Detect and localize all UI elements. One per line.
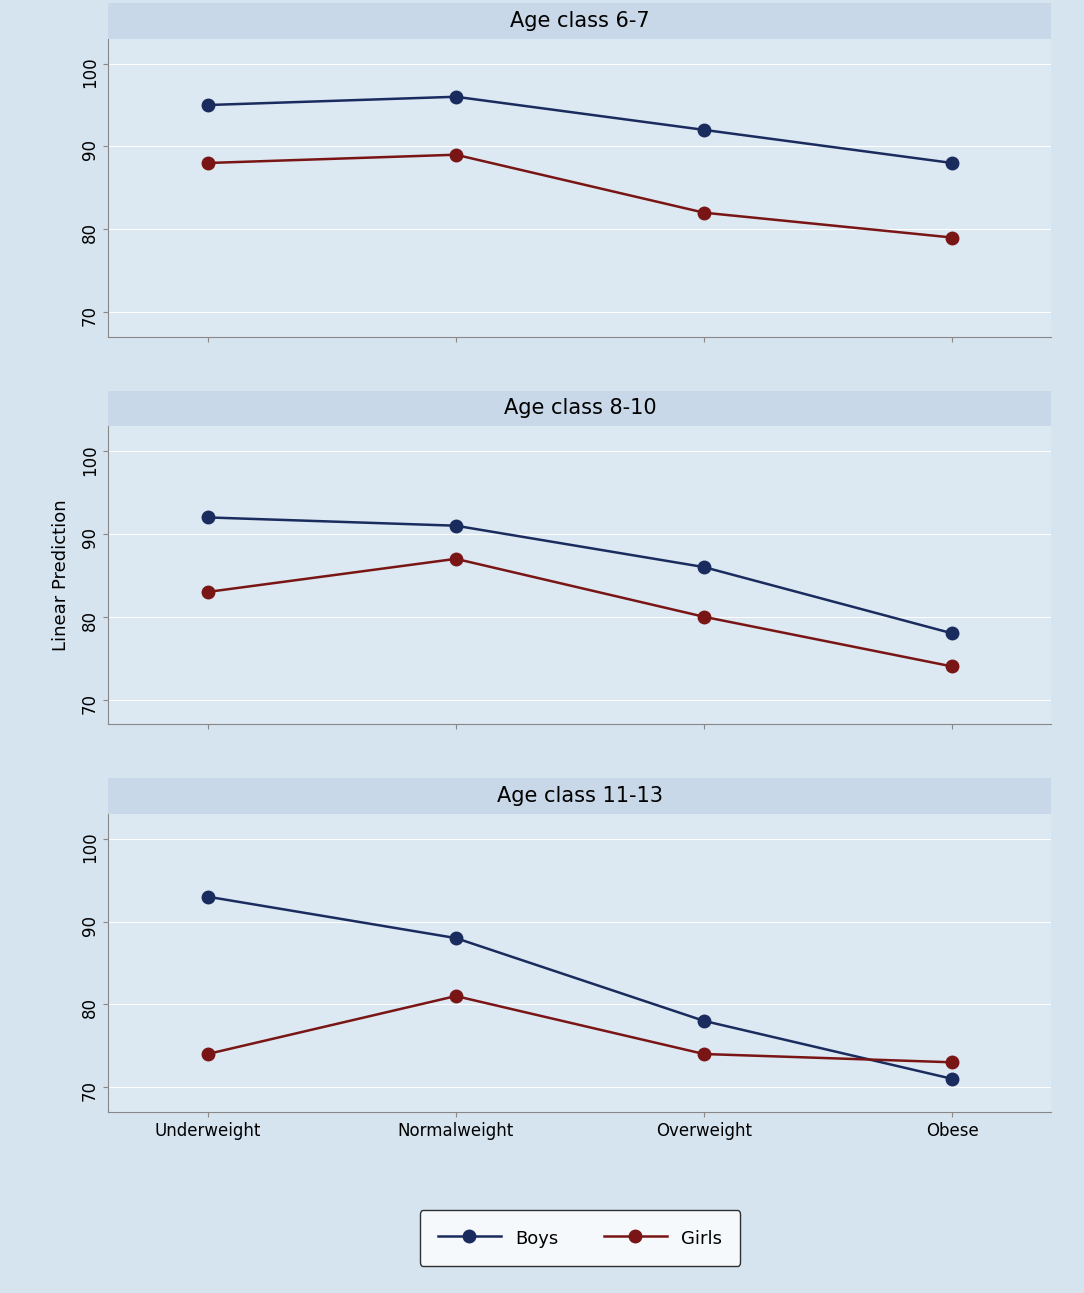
Text: Age class 11-13: Age class 11-13 <box>496 786 663 806</box>
Text: Age class 6-7: Age class 6-7 <box>511 10 649 31</box>
Y-axis label: Linear Prediction: Linear Prediction <box>52 499 69 652</box>
FancyBboxPatch shape <box>108 3 1051 39</box>
FancyBboxPatch shape <box>108 390 1051 427</box>
Legend: Boys, Girls: Boys, Girls <box>420 1210 740 1266</box>
FancyBboxPatch shape <box>108 778 1051 813</box>
Text: Age class 8-10: Age class 8-10 <box>504 398 656 419</box>
